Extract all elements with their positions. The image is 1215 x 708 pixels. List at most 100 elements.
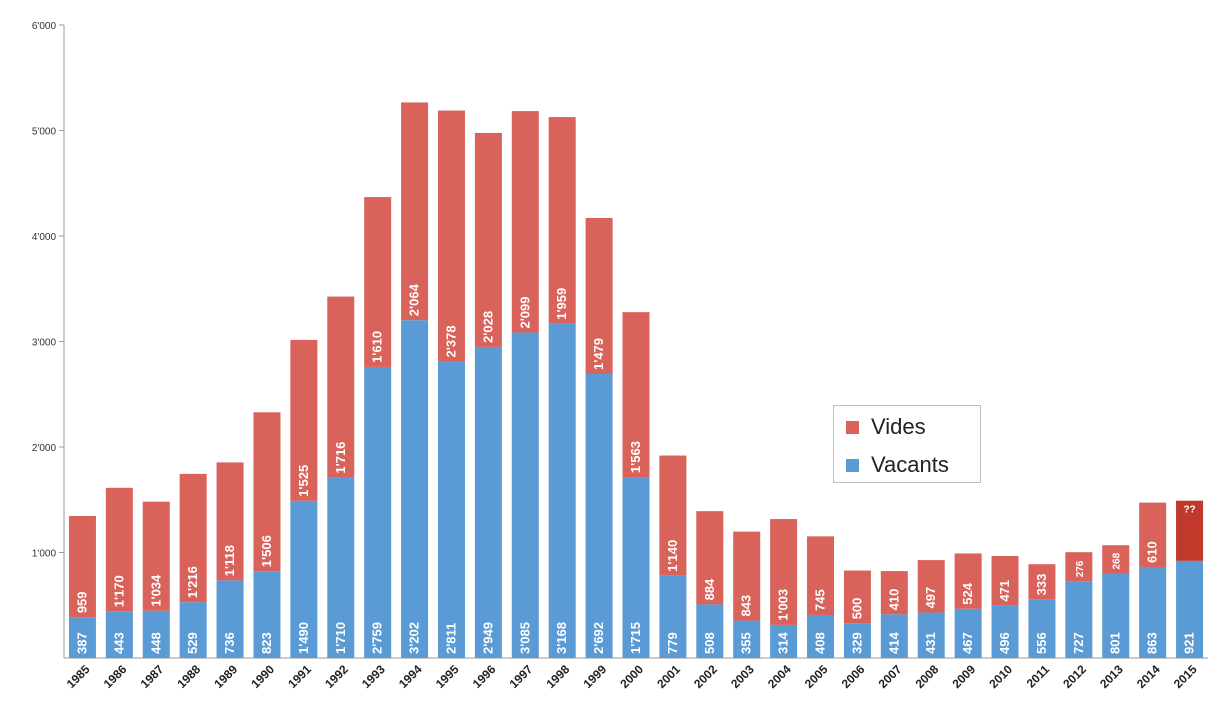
data-label: 3'085 <box>517 622 532 654</box>
legend-label-vacants: Vacants <box>871 452 949 477</box>
bar-vides-2005 <box>807 536 835 615</box>
data-label: 496 <box>997 632 1012 654</box>
data-label: 2'759 <box>370 622 385 654</box>
data-label: 921 <box>1182 632 1197 654</box>
x-tick-label: 2002 <box>691 662 720 691</box>
x-tick-label: 1986 <box>101 662 130 691</box>
y-tick-label: 3'000 <box>32 338 57 349</box>
data-label: 314 <box>776 632 791 654</box>
data-label: 500 <box>849 598 864 620</box>
bar-vides-1991 <box>290 339 318 501</box>
data-label: 497 <box>923 587 938 609</box>
data-label: 410 <box>886 589 901 611</box>
data-label: 2'692 <box>591 622 606 654</box>
x-tick-label: 1995 <box>433 662 462 691</box>
bar-vides-1989 <box>216 462 244 581</box>
data-label: 276 <box>1075 560 1086 577</box>
data-label: 2'064 <box>407 283 422 316</box>
data-label: 2'099 <box>517 297 532 329</box>
bar-vides-2007 <box>880 571 908 615</box>
bar-vacants-2003 <box>733 620 761 658</box>
y-tick-label: 2'000 <box>32 443 57 454</box>
bar-vides-2006 <box>843 570 871 624</box>
bar-vides-2015 <box>1176 500 1204 561</box>
data-label: 2'378 <box>443 325 458 357</box>
data-label: 467 <box>960 632 975 654</box>
bar-vacants-1996 <box>474 346 502 658</box>
y-tick-label: 6'000 <box>32 21 57 32</box>
bar-vacants-2010 <box>991 605 1019 658</box>
data-label: 959 <box>74 591 89 613</box>
data-label: 2'811 <box>443 623 458 654</box>
x-tick-label: 1999 <box>580 662 609 691</box>
data-label: 736 <box>222 632 237 654</box>
bar-vacants-1995 <box>437 361 465 658</box>
data-label: 529 <box>185 632 200 654</box>
bar-vacants-1994 <box>401 320 429 658</box>
bar-vides-2011 <box>1028 564 1056 600</box>
x-tick-label: 2010 <box>986 662 1015 691</box>
bar-vides-1998 <box>548 117 576 324</box>
bar-vacants-1988 <box>179 602 207 658</box>
y-tick-label: 5'000 <box>32 127 57 138</box>
data-label: 779 <box>665 632 680 654</box>
legend-swatch-vides <box>846 420 859 434</box>
x-tick-label: 2003 <box>728 662 757 691</box>
data-label: 1'715 <box>628 622 643 654</box>
bar-vacants-2002 <box>696 604 724 658</box>
x-tick-label: 2000 <box>617 662 646 691</box>
bar-vacants-2015 <box>1176 560 1204 658</box>
data-label: 1'140 <box>665 540 680 572</box>
x-tick-label: 1996 <box>470 662 499 691</box>
bar-vides-2001 <box>659 455 687 576</box>
data-label: 1'959 <box>554 288 569 320</box>
bar-vacants-2011 <box>1028 599 1056 658</box>
data-label: 1'034 <box>148 574 163 607</box>
x-tick-label: 2008 <box>913 662 942 691</box>
bar-vacants-2014 <box>1139 566 1167 658</box>
data-label: 823 <box>259 632 274 654</box>
bar-vides-2009 <box>954 553 982 609</box>
bar-vacants-2000 <box>622 477 650 658</box>
data-label: 1'710 <box>333 622 348 654</box>
x-tick-label: 1993 <box>359 662 388 691</box>
x-tick-label: 1988 <box>175 662 204 691</box>
data-label: 448 <box>148 632 163 654</box>
legend-label-vides: Vides <box>871 414 926 439</box>
bar-vacants-1990 <box>253 571 281 658</box>
bar-vides-2012 <box>1065 552 1093 582</box>
data-label: 1'003 <box>776 589 791 621</box>
data-label: 333 <box>1034 574 1049 596</box>
data-label: 610 <box>1145 541 1160 563</box>
bar-vacants-2012 <box>1065 581 1093 658</box>
x-tick-label: 1989 <box>211 662 240 691</box>
y-tick-label: 1'000 <box>32 549 57 560</box>
data-label: 3'202 <box>407 622 422 654</box>
bar-vacants-1986 <box>105 611 133 658</box>
x-tick-label: 2014 <box>1134 662 1163 691</box>
data-label: 556 <box>1034 632 1049 654</box>
bar-vides-1993 <box>364 197 392 367</box>
data-label: 329 <box>849 632 864 654</box>
bar-vacants-2005 <box>807 614 835 658</box>
bar-vacants-2007 <box>880 614 908 658</box>
bar-vacants-1993 <box>364 366 392 658</box>
data-label: 2'028 <box>480 311 495 343</box>
x-tick-label: 2005 <box>802 662 831 691</box>
data-label: 1'716 <box>333 442 348 474</box>
bar-vacants-2006 <box>843 623 871 658</box>
data-label: 727 <box>1071 632 1086 654</box>
bar-vides-2003 <box>733 531 761 621</box>
bar-vacants-1992 <box>327 477 355 658</box>
bar-vides-2008 <box>917 560 945 613</box>
bar-vides-1992 <box>327 296 355 478</box>
data-label: 1'479 <box>591 338 606 370</box>
bar-vides-2002 <box>696 511 724 605</box>
bar-vacants-1991 <box>290 500 318 658</box>
bar-vacants-1987 <box>142 610 170 658</box>
data-label: 1'216 <box>185 566 200 598</box>
data-label: 1'610 <box>370 331 385 363</box>
data-label: 431 <box>923 632 938 654</box>
